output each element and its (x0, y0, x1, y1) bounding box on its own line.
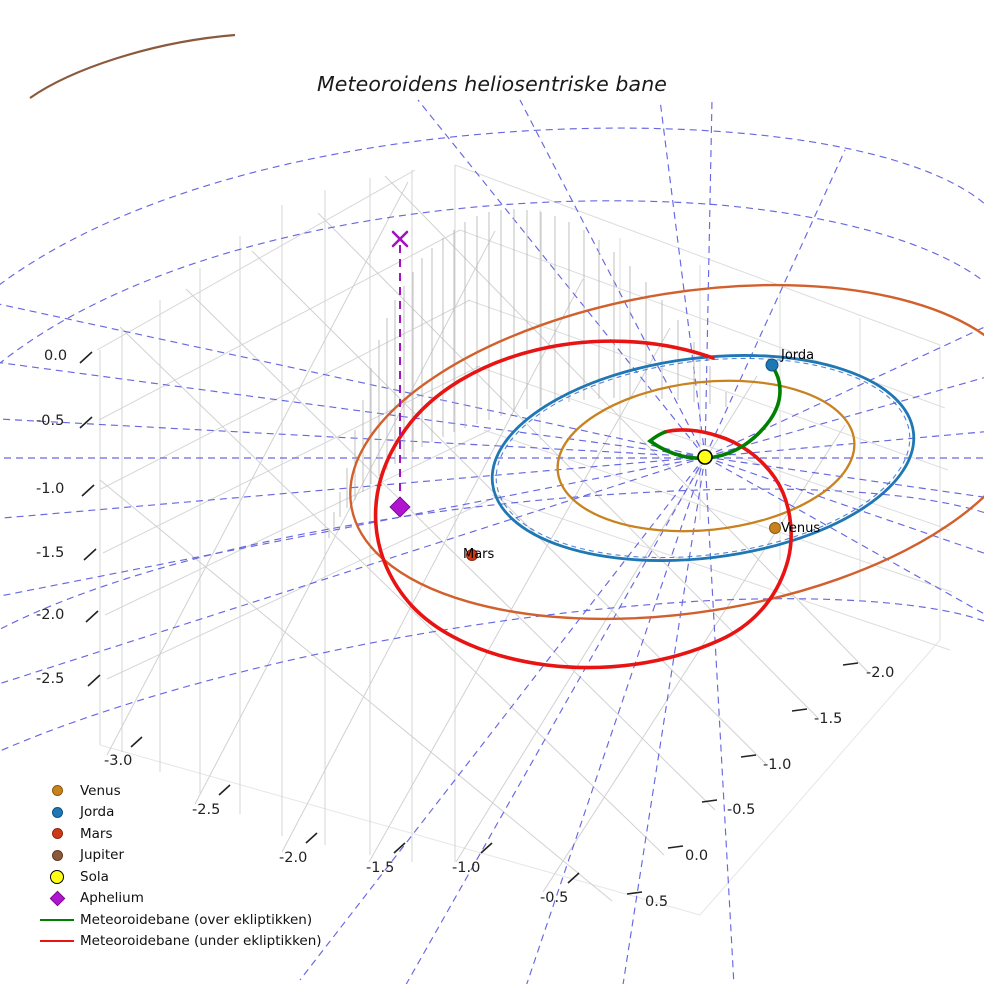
legend-label-orbit-over: Meteoroidebane (over ekliptikken) (80, 911, 313, 928)
orbit-over-line-icon (34, 918, 80, 921)
label-jorda: Jorda (781, 348, 815, 363)
y-tick-label-3: -0.5 (727, 802, 756, 818)
legend-item-orbit-under[interactable]: Meteoroidebane (under ekliptikken) (34, 931, 334, 953)
legend-label-sola: Sola (80, 868, 109, 885)
marker-jorda[interactable] (765, 358, 779, 372)
y-tick-label-2: -1.0 (763, 757, 792, 773)
legend-item-jorda[interactable]: Jorda (34, 802, 334, 824)
axis-tick-marks (79, 351, 859, 895)
y-tick-label-4: 0.0 (685, 848, 709, 864)
marker-mars[interactable] (466, 549, 478, 561)
label-mars: Mars (463, 547, 495, 562)
aphelium-marker-icon (34, 890, 80, 907)
legend-item-venus[interactable]: Venus (34, 780, 334, 802)
sola-marker-icon (34, 869, 80, 884)
legend-label-jupiter: Jupiter (80, 847, 125, 864)
legend-item-aphelium[interactable]: Aphelium (34, 888, 334, 910)
legend: Venus Jorda Mars Jupiter Sola (34, 780, 334, 952)
orbit-jorda-dashed-overlay (495, 357, 911, 559)
z-tick-label-3: -1.5 (36, 545, 65, 561)
orbit-venus-ellipse (556, 379, 856, 533)
legend-label-jorda: Jorda (80, 804, 115, 821)
z-tick-label-1: -0.5 (36, 413, 65, 429)
meteoroid-orbit-over-ecliptic (647, 364, 782, 461)
ecliptic-guide-lines (0, 99, 984, 984)
x-tick-label-3: -1.5 (366, 860, 395, 876)
orbit-under-line-icon (34, 940, 80, 943)
orbit-jupiter (29, 33, 236, 99)
meteoroid-orbit-under-ecliptic (373, 339, 793, 670)
z-tick-label-4: -2.0 (36, 607, 65, 623)
legend-item-mars[interactable]: Mars (34, 823, 334, 845)
legend-item-orbit-over[interactable]: Meteoroidebane (over ekliptikken) (34, 909, 334, 931)
page-title: Meteoroidens heliosentriske bane (316, 72, 668, 96)
orbit-jorda-ellipse (490, 354, 916, 562)
pane-grid-left-wall (96, 165, 501, 862)
x-tick-label-5: -0.5 (540, 890, 569, 906)
y-tick-label-5: 0.5 (645, 894, 669, 910)
x-tick-label-1: -2.5 (192, 802, 221, 818)
legend-label-orbit-under: Meteoroidebane (under ekliptikken) (80, 933, 322, 950)
marker-venus[interactable] (769, 522, 781, 534)
jupiter-marker-icon (34, 849, 80, 861)
x-tick-label-2: -2.0 (279, 850, 308, 866)
aphelium-projection-x-icon (391, 230, 409, 248)
legend-label-mars: Mars (80, 825, 113, 842)
x-tick-label-4: -1.0 (452, 860, 481, 876)
x-tick-label-0: -3.0 (104, 753, 133, 769)
y-tick-label-0: -2.0 (866, 665, 895, 681)
z-tick-label-5: -2.5 (36, 671, 65, 687)
legend-label-venus: Venus (80, 782, 121, 799)
legend-item-jupiter[interactable]: Jupiter (34, 845, 334, 867)
label-venus: Venus (781, 521, 821, 536)
y-tick-label-1: -1.5 (814, 711, 843, 727)
legend-label-aphelium: Aphelium (80, 890, 144, 907)
z-tick-label-0: 0.0 (44, 348, 68, 364)
marker-sola[interactable] (697, 449, 713, 465)
mars-marker-icon (34, 828, 80, 840)
orbit-mars-ellipse (349, 283, 984, 621)
z-tick-label-2: -1.0 (36, 481, 65, 497)
legend-item-sola[interactable]: Sola (34, 866, 334, 888)
aphelium-marker[interactable] (389, 496, 411, 518)
venus-marker-icon (34, 785, 80, 797)
jorda-marker-icon (34, 806, 80, 818)
